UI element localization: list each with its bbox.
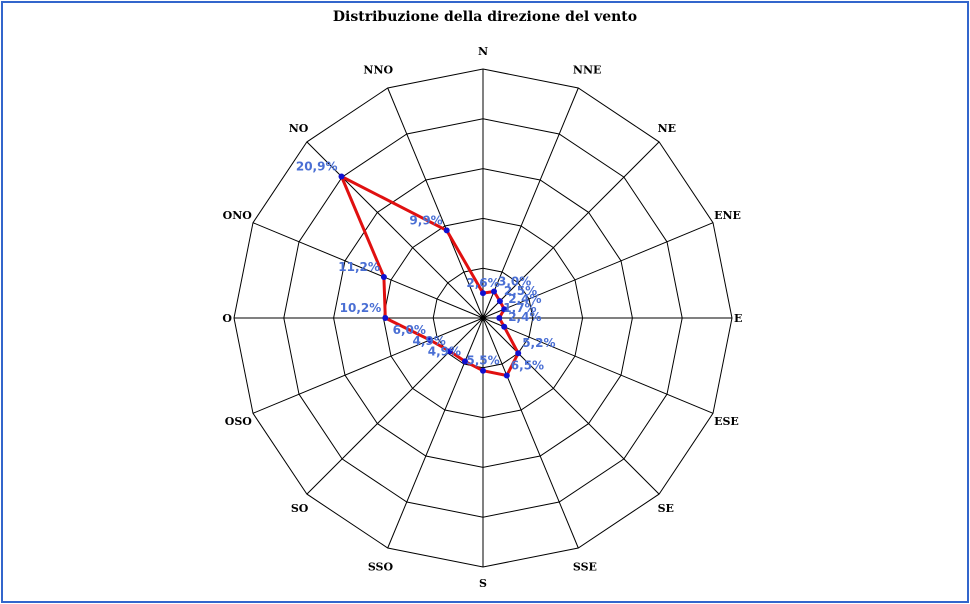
direction-label-e: E xyxy=(734,312,742,325)
value-label-s: 5,5% xyxy=(466,354,499,368)
grid-spoke xyxy=(387,87,484,319)
direction-label-so: SO xyxy=(291,502,309,515)
value-label-e: 1,7% xyxy=(503,301,536,315)
grid-spoke xyxy=(482,222,714,319)
direction-label-sso: SSO xyxy=(368,561,394,574)
value-label-nno: 9,9% xyxy=(409,213,442,227)
direction-label-s: S xyxy=(479,577,487,590)
value-label-ese: 2,4% xyxy=(508,310,541,324)
direction-label-o: O xyxy=(222,312,232,325)
grid-layer xyxy=(233,68,733,568)
value-label-nne: 3,0% xyxy=(498,275,531,289)
value-label-sso: 4,9% xyxy=(428,344,461,358)
direction-label-n: N xyxy=(478,45,488,58)
value-label-se: 5,2% xyxy=(522,336,555,350)
series-layer xyxy=(338,173,522,379)
direction-label-se: SE xyxy=(658,502,674,515)
value-label-sse: 6,5% xyxy=(511,359,544,373)
value-label-ono: 11,2% xyxy=(338,260,380,274)
data-point-sso xyxy=(462,358,468,365)
data-point-ese xyxy=(501,323,508,330)
direction-label-no: NO xyxy=(289,122,309,135)
grid-spoke xyxy=(482,87,579,319)
data-point-so xyxy=(446,348,453,355)
data-point-no xyxy=(338,173,345,180)
grid-spoke xyxy=(306,317,484,495)
value-label-no: 20,9% xyxy=(296,160,338,174)
grid-spoke xyxy=(482,141,660,319)
data-point-nno xyxy=(443,227,450,234)
data-point-ono xyxy=(380,274,387,280)
grid-spoke xyxy=(482,317,579,549)
label-layer: N NNE NE ENE E ESE SE SSE S SSO SO OSO O ONO NO NNO 2,6%… xyxy=(222,45,742,590)
data-point-s xyxy=(480,367,486,374)
direction-label-ene: ENE xyxy=(714,209,741,222)
data-point-n xyxy=(480,290,486,297)
value-label-ne: 2,5% xyxy=(504,284,537,298)
direction-label-nne: NNE xyxy=(573,64,602,77)
grid-spoke xyxy=(252,222,484,319)
value-label-n: 2,6% xyxy=(466,276,499,290)
value-label-oso: 6,0% xyxy=(393,323,426,337)
grid-spoke xyxy=(482,317,660,495)
direction-label-oso: OSO xyxy=(225,415,253,428)
data-point-ne xyxy=(496,298,503,305)
direction-label-ese: ESE xyxy=(714,415,739,428)
direction-label-sse: SSE xyxy=(573,561,597,574)
chart-title: Distribuzione della direzione del vento xyxy=(332,9,638,25)
direction-label-nno: NNO xyxy=(363,64,393,77)
data-point-e xyxy=(496,315,503,321)
data-point-nne xyxy=(491,288,497,295)
data-point-se xyxy=(515,350,522,357)
value-label-ene: 2,4% xyxy=(508,292,541,306)
value-label-o: 10,2% xyxy=(340,301,382,315)
data-point-ene xyxy=(501,306,508,313)
grid-spoke xyxy=(252,317,484,414)
direction-label-ne: NE xyxy=(658,122,676,135)
grid-spoke xyxy=(387,317,484,549)
data-point-oso xyxy=(426,337,433,343)
data-point-sse xyxy=(503,372,510,379)
grid-spoke xyxy=(482,317,714,414)
data-point-o xyxy=(382,315,389,321)
grid-spoke xyxy=(306,141,484,319)
value-label-so: 4,9% xyxy=(413,334,446,348)
direction-label-ono: ONO xyxy=(223,209,253,222)
